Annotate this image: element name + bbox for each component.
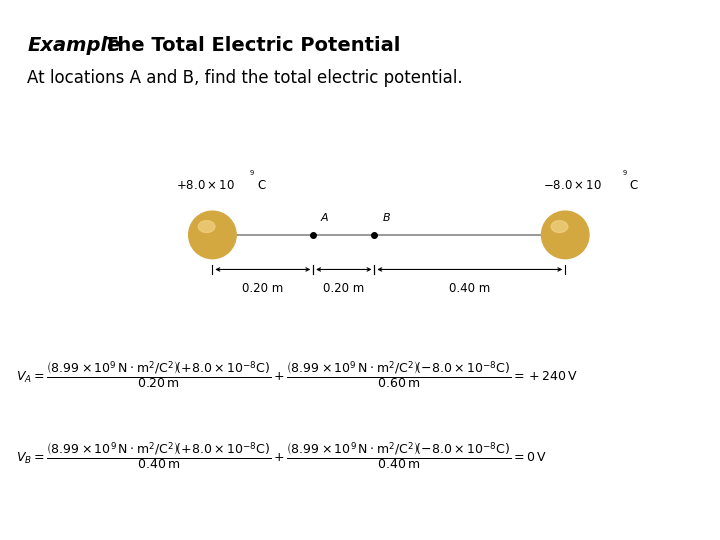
Text: At locations A and B, find the total electric potential.: At locations A and B, find the total ele…	[27, 69, 463, 87]
Text: $+8.0\times10$: $+8.0\times10$	[176, 179, 235, 192]
Text: C: C	[629, 179, 638, 192]
Ellipse shape	[551, 221, 568, 233]
Text: $V_B = \dfrac{\left(8.99\times10^9\,\mathrm{N\cdot m^2/C^2}\right)\!\left(+8.0\t: $V_B = \dfrac{\left(8.99\times10^9\,\mat…	[16, 441, 546, 472]
Text: $^9$: $^9$	[249, 170, 255, 180]
Text: $^9$: $^9$	[622, 170, 628, 180]
Ellipse shape	[541, 211, 589, 259]
Text: $B$: $B$	[382, 211, 390, 223]
Text: C: C	[257, 179, 266, 192]
Text: 0.40 m: 0.40 m	[449, 282, 490, 295]
Text: $A$: $A$	[320, 211, 330, 223]
Ellipse shape	[189, 211, 236, 259]
Text: $-8.0\times10$: $-8.0\times10$	[543, 179, 602, 192]
Ellipse shape	[198, 221, 215, 233]
Text: 0.20 m: 0.20 m	[242, 282, 284, 295]
Text: Example: Example	[27, 36, 121, 56]
Text: $V_A = \dfrac{\left(8.99\times10^9\,\mathrm{N\cdot m^2/C^2}\right)\!\left(+8.0\t: $V_A = \dfrac{\left(8.99\times10^9\,\mat…	[16, 360, 577, 391]
Text: 0.20 m: 0.20 m	[323, 282, 364, 295]
Text: The Total Electric Potential: The Total Electric Potential	[104, 36, 401, 56]
